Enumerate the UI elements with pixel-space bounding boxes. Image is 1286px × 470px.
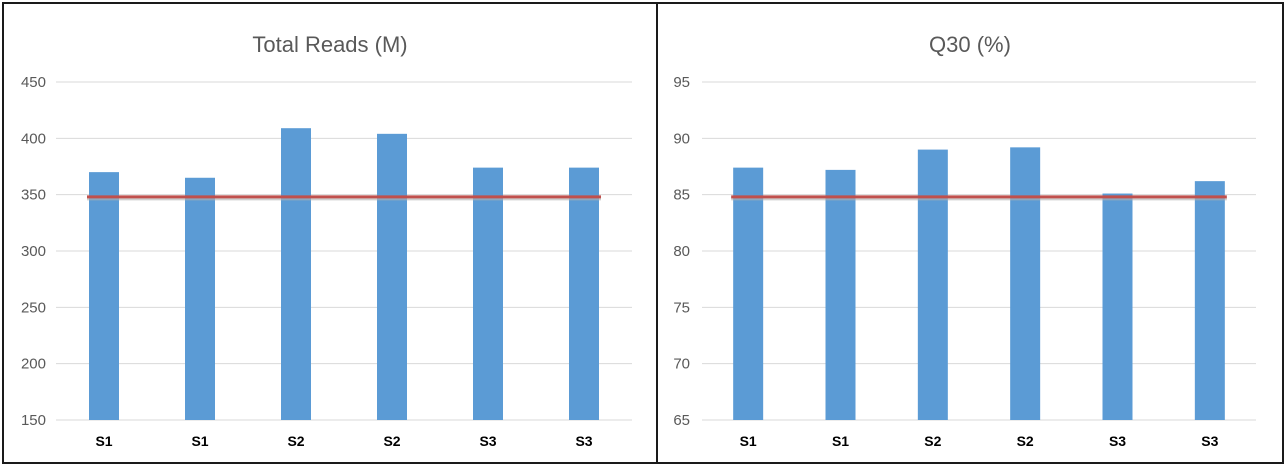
bar xyxy=(1010,147,1041,420)
y-tick-label: 300 xyxy=(21,243,46,260)
y-tick-label: 90 xyxy=(673,130,690,147)
y-tick-label: 200 xyxy=(21,356,46,373)
x-category-label: S2 xyxy=(383,433,400,449)
chart-title: Q30 (%) xyxy=(929,32,1011,57)
chart-title: Total Reads (M) xyxy=(252,32,408,57)
bar xyxy=(733,167,764,420)
bar xyxy=(1194,181,1225,420)
y-tick-label: 150 xyxy=(21,412,46,429)
x-category-label: S3 xyxy=(575,433,592,449)
bar xyxy=(185,177,215,420)
bar xyxy=(569,167,599,420)
bar xyxy=(917,149,948,420)
bar xyxy=(825,169,856,420)
x-category-label: S3 xyxy=(1201,433,1218,449)
x-category-label: S2 xyxy=(924,433,941,449)
bar xyxy=(281,128,311,420)
y-tick-label: 80 xyxy=(673,243,690,260)
x-category-label: S1 xyxy=(95,433,112,449)
chart-panel-total-reads: Total Reads (M) 150 200 250 300 350 400 450 S1 S… xyxy=(2,2,658,464)
bar xyxy=(1102,193,1133,420)
x-category-label: S1 xyxy=(740,433,757,449)
chart-panel-q30: Q30 (%) 65 70 75 80 85 90 95 S1 S1 S2 S2 S3 S3 xyxy=(656,2,1284,464)
bar xyxy=(473,167,503,420)
x-category-label: S3 xyxy=(1109,433,1126,449)
y-tick-label: 250 xyxy=(21,299,46,316)
y-tick-label: 450 xyxy=(21,74,46,91)
y-tick-label: 350 xyxy=(21,187,46,204)
y-tick-label: 70 xyxy=(673,356,690,373)
x-category-label: S2 xyxy=(287,433,304,449)
y-tick-label: 400 xyxy=(21,130,46,147)
y-tick-label: 85 xyxy=(673,187,690,204)
chart-svg-q30: 65 70 75 80 85 90 95 S1 S1 S2 S2 S3 S3 xyxy=(673,74,1256,449)
bar xyxy=(377,133,407,420)
y-tick-label: 65 xyxy=(673,412,690,429)
x-category-label: S1 xyxy=(832,433,849,449)
y-tick-label: 95 xyxy=(673,74,690,91)
x-category-label: S1 xyxy=(191,433,208,449)
y-tick-label: 75 xyxy=(673,299,690,316)
x-category-label: S3 xyxy=(479,433,496,449)
chart-svg-total-reads: 150 200 250 300 350 400 450 S1 S1 S2 S2 S3 S3 xyxy=(21,74,632,449)
bar xyxy=(89,172,119,420)
x-category-label: S2 xyxy=(1017,433,1034,449)
